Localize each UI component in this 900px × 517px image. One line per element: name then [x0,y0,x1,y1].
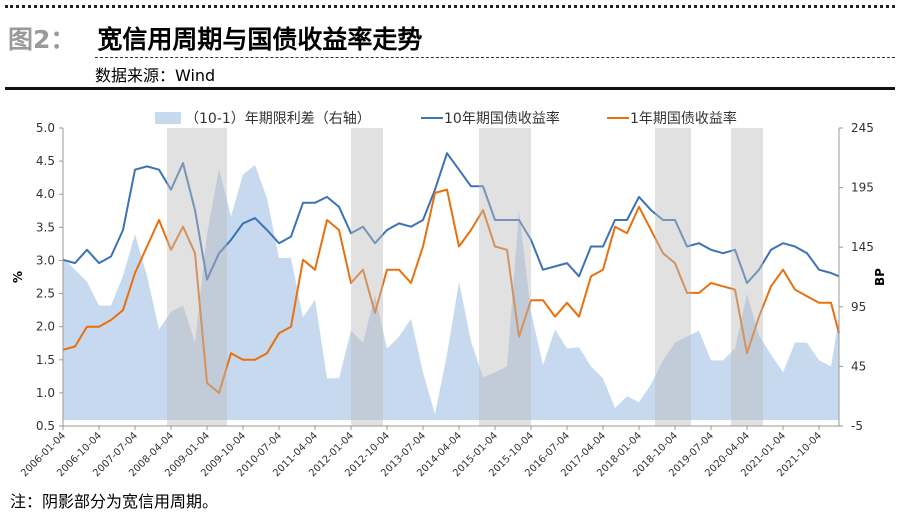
y2-tick-label: 95 [851,300,866,314]
y2-tick-label: 45 [851,359,866,373]
yield-10y-line [62,152,840,284]
y-tick-label: 4.0 [36,187,55,201]
title-text: 宽信用周期与国债收益率走势 [97,25,423,54]
y-tick-label: 1.0 [36,386,55,400]
y2-tick-label: 145 [851,240,874,254]
data-source: 数据来源：Wind [95,66,216,85]
y-tick-label: 4.5 [36,154,55,168]
credit-expansion-band [655,128,691,426]
credit-expansion-band [731,128,763,426]
top-dotted-divider [5,5,895,11]
y-tick-label: 1.5 [36,353,55,367]
y2-tick-label: 245 [851,121,874,135]
y2-tick-label: -5 [851,419,863,433]
credit-expansion-band [167,128,227,426]
legend-area-swatch [155,112,181,124]
dashed-divider [95,57,895,58]
thick-divider [5,87,895,90]
y2-axis-label: BP [873,268,887,286]
spread-area [63,165,839,421]
y-tick-label: 2.5 [36,287,55,301]
legend-label-10y: 10年期国债收益率 [444,110,560,127]
y-tick-label: 3.0 [36,253,55,267]
footnote: 注：阴影部分为宽信用周期。 [10,492,219,511]
y-axis-label: % [11,271,25,283]
legend-label-1y: 1年期国债收益率 [630,110,737,127]
y2-tick-label: 195 [851,181,874,195]
figure-label: 图2： [8,25,76,54]
y-tick-label: 3.5 [36,220,55,234]
legend-label-spread: （10-1）年期限利差（右轴） [185,111,371,127]
yield-1y-line [62,188,840,394]
figure-title: 图2： 宽信用周期与国债收益率走势 [8,20,422,56]
y-tick-label: 0.5 [36,419,55,433]
y-tick-label: 2.0 [36,320,55,334]
credit-expansion-band [479,128,531,426]
credit-expansion-band [351,128,383,426]
y-tick-label: 5.0 [36,121,55,135]
